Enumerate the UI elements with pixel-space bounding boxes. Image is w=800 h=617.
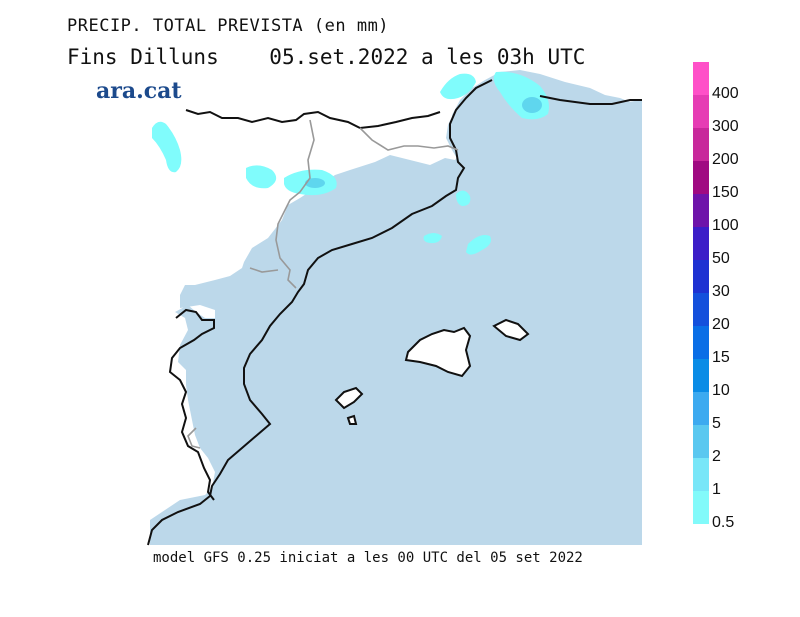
- legend-swatch: [693, 128, 709, 161]
- legend-swatch: [693, 326, 709, 359]
- legend-swatch: [693, 227, 709, 260]
- legend-label: 150: [712, 184, 739, 201]
- menorca-island: [492, 318, 530, 342]
- precipitation-areas: [152, 71, 549, 255]
- mallorca-island: [404, 326, 472, 378]
- legend-label: 0.5: [712, 514, 735, 531]
- legend-swatch: [693, 359, 709, 392]
- coastline: [147, 79, 493, 546]
- legend-label: 2: [712, 448, 721, 465]
- legend-swatch: [693, 62, 709, 95]
- legend-swatch: [693, 260, 709, 293]
- legend-label: 20: [712, 316, 730, 333]
- legend-swatch: [693, 161, 709, 194]
- coastline-north: [539, 95, 642, 105]
- legend-label: 5: [712, 415, 721, 432]
- model-info: model GFS 0.25 iniciat a les 00 UTC del …: [153, 550, 583, 566]
- ara-cat-logo: ara.cat: [96, 78, 182, 104]
- legend-label: 50: [712, 250, 730, 267]
- legend-swatch: [693, 458, 709, 491]
- legend-label: 1: [712, 481, 721, 498]
- legend-label: 10: [712, 382, 730, 399]
- legend-label: 300: [712, 118, 739, 135]
- legend-swatch: [693, 425, 709, 458]
- map-title: PRECIP. TOTAL PREVISTA (en mm): [67, 16, 390, 36]
- legend-label: 15: [712, 349, 730, 366]
- ibiza-island: [334, 386, 364, 410]
- valid-day: Fins Dilluns: [67, 45, 219, 69]
- legend-swatch: [693, 95, 709, 128]
- legend-label: 30: [712, 283, 730, 300]
- legend-swatch: [693, 392, 709, 425]
- valencia-border: [187, 427, 201, 449]
- catalonia-border: [249, 119, 459, 289]
- spain-interior-outline: [168, 308, 215, 501]
- mainland-sea: [150, 76, 642, 545]
- valid-date: 05.set.2022 a les 03h UTC: [269, 45, 586, 69]
- legend-swatch: [693, 194, 709, 227]
- legend-swatch: [693, 293, 709, 326]
- legend-label: 100: [712, 217, 739, 234]
- legend-swatch: [693, 491, 709, 524]
- formentera-island: [346, 414, 358, 425]
- france-coast: [185, 109, 441, 130]
- map-subtitle: Fins Dilluns 05.set.2022 a les 03h UTC: [67, 45, 585, 69]
- legend-label: 400: [712, 85, 739, 102]
- legend-label: 200: [712, 151, 739, 168]
